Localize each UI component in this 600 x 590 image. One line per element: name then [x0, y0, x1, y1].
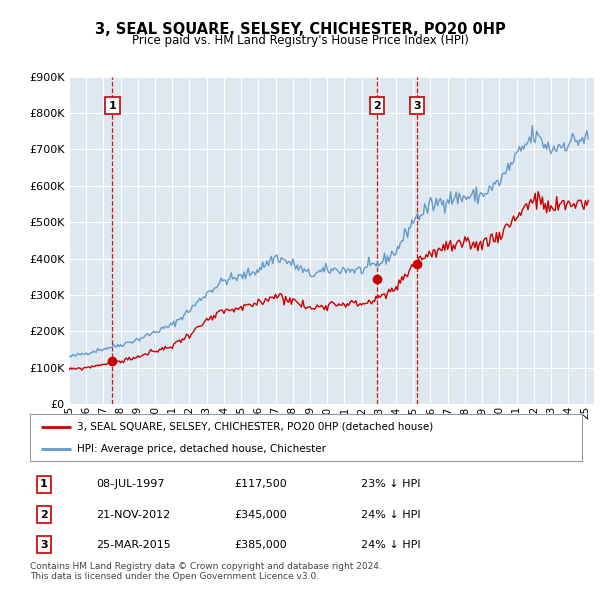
- Text: HPI: Average price, detached house, Chichester: HPI: Average price, detached house, Chic…: [77, 444, 326, 454]
- Text: 24% ↓ HPI: 24% ↓ HPI: [361, 510, 421, 520]
- Text: 3: 3: [40, 540, 47, 550]
- Text: 2: 2: [40, 510, 47, 520]
- Text: 08-JUL-1997: 08-JUL-1997: [96, 480, 165, 489]
- Text: £345,000: £345,000: [234, 510, 287, 520]
- Text: 1: 1: [109, 101, 116, 111]
- Text: 21-NOV-2012: 21-NOV-2012: [96, 510, 170, 520]
- Text: 23% ↓ HPI: 23% ↓ HPI: [361, 480, 421, 489]
- Text: 3, SEAL SQUARE, SELSEY, CHICHESTER, PO20 0HP: 3, SEAL SQUARE, SELSEY, CHICHESTER, PO20…: [95, 22, 505, 37]
- Text: 25-MAR-2015: 25-MAR-2015: [96, 540, 171, 550]
- Text: £117,500: £117,500: [234, 480, 287, 489]
- Text: 2: 2: [373, 101, 381, 111]
- Text: Contains HM Land Registry data © Crown copyright and database right 2024.: Contains HM Land Registry data © Crown c…: [30, 562, 382, 571]
- Text: Price paid vs. HM Land Registry's House Price Index (HPI): Price paid vs. HM Land Registry's House …: [131, 34, 469, 47]
- Text: This data is licensed under the Open Government Licence v3.0.: This data is licensed under the Open Gov…: [30, 572, 319, 581]
- Text: 3: 3: [413, 101, 421, 111]
- Text: 24% ↓ HPI: 24% ↓ HPI: [361, 540, 421, 550]
- Text: 3, SEAL SQUARE, SELSEY, CHICHESTER, PO20 0HP (detached house): 3, SEAL SQUARE, SELSEY, CHICHESTER, PO20…: [77, 422, 433, 432]
- Text: £385,000: £385,000: [234, 540, 287, 550]
- Text: 1: 1: [40, 480, 47, 489]
